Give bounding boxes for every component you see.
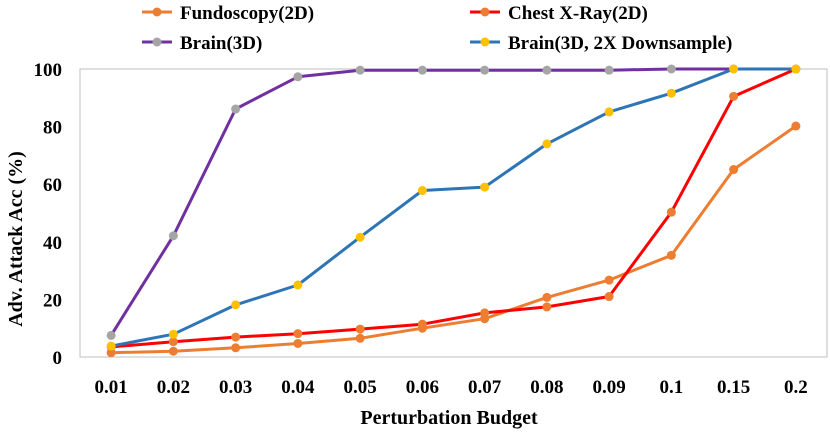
legend-swatch-marker (152, 37, 162, 47)
data-point-brain-3d-2x-downsample (293, 280, 303, 290)
data-point-brain-3d-2x-downsample (542, 139, 552, 149)
data-point-brain-3d (417, 65, 427, 75)
data-point-brain-3d (666, 64, 676, 74)
data-point-chest-x-ray-2d (417, 319, 427, 329)
y-axis-title: Adv. Attack Acc (%) (5, 151, 27, 327)
data-point-chest-x-ray-2d (604, 292, 614, 302)
data-point-fundoscopy-2d (791, 121, 801, 131)
data-point-brain-3d-2x-downsample (666, 88, 676, 98)
series-line-brain-3d-2x-downsample (109, 67, 798, 348)
data-point-brain-3d (293, 72, 303, 82)
data-point-brain-3d-2x-downsample (106, 341, 116, 351)
data-point-brain-3d-2x-downsample (168, 329, 178, 339)
data-point-chest-x-ray-2d (355, 324, 365, 334)
y-tick-label: 60 (43, 175, 62, 196)
y-tick-label: 40 (43, 233, 62, 254)
x-tick-label: 0.07 (468, 377, 502, 398)
x-tick-label: 0.2 (784, 377, 808, 398)
data-point-brain-3d-2x-downsample (480, 182, 490, 192)
x-tick-label: 0.1 (660, 377, 684, 398)
legend-swatch-marker (480, 37, 490, 47)
data-point-fundoscopy-2d (729, 165, 739, 175)
x-tick-label: 0.05 (344, 377, 377, 398)
y-axis-ticks: 0 20 40 60 80 100 (34, 60, 63, 369)
data-point-brain-3d (542, 65, 552, 75)
data-point-chest-x-ray-2d (666, 207, 676, 217)
series-group (106, 64, 801, 358)
legend-label: Brain(3D) (180, 33, 262, 54)
data-point-brain-3d (355, 65, 365, 75)
legend-label: Chest X-Ray(2D) (508, 3, 648, 24)
series-line-chest-x-ray-2d (109, 67, 798, 349)
data-point-fundoscopy-2d (355, 333, 365, 343)
x-axis-ticks: 0.01 0.02 0.03 0.04 0.05 0.06 0.07 0.08 0.09 0.1 0… (95, 377, 808, 398)
x-tick-label: 0.02 (157, 377, 190, 398)
data-point-fundoscopy-2d (231, 343, 241, 353)
data-point-brain-3d-2x-downsample (417, 186, 427, 196)
data-point-chest-x-ray-2d (480, 308, 490, 318)
data-point-fundoscopy-2d (542, 292, 552, 302)
series-line-brain-3d (109, 67, 798, 337)
y-tick-label: 20 (43, 290, 62, 311)
data-point-brain-3d-2x-downsample (791, 64, 801, 74)
x-tick-label: 0.08 (530, 377, 563, 398)
legend: Fundoscopy(2D) Chest X-Ray(2D) Brain(3D) Br… (142, 3, 732, 54)
legend-item-brain-3d: Brain(3D) (142, 33, 262, 54)
x-tick-label: 0.06 (406, 377, 439, 398)
data-point-brain-3d-2x-downsample (604, 107, 614, 117)
y-tick-label: 80 (43, 118, 62, 139)
data-point-brain-3d-2x-downsample (355, 232, 365, 242)
data-point-chest-x-ray-2d (729, 91, 739, 101)
x-tick-label: 0.03 (219, 377, 252, 398)
data-point-brain-3d (231, 104, 241, 114)
data-point-brain-3d (604, 65, 614, 75)
data-point-chest-x-ray-2d (231, 332, 241, 342)
data-point-fundoscopy-2d (666, 250, 676, 260)
y-tick-label: 100 (34, 60, 63, 81)
data-point-fundoscopy-2d (604, 275, 614, 285)
data-point-brain-3d (480, 65, 490, 75)
data-point-fundoscopy-2d (168, 346, 178, 356)
data-point-chest-x-ray-2d (542, 302, 552, 312)
data-point-chest-x-ray-2d (293, 329, 303, 339)
data-point-brain-3d-2x-downsample (729, 64, 739, 74)
x-tick-label: 0.09 (593, 377, 626, 398)
data-point-brain-3d (168, 231, 178, 241)
data-point-chest-x-ray-2d (168, 337, 178, 347)
y-tick-label: 0 (53, 348, 63, 369)
legend-swatch-marker (480, 7, 490, 17)
legend-item-brain-3d-2x-downsample: Brain(3D, 2X Downsample) (470, 33, 732, 54)
legend-item-fundoscopy-2d: Fundoscopy(2D) (142, 3, 314, 24)
data-point-fundoscopy-2d (293, 338, 303, 348)
x-axis-title: Perturbation Budget (360, 407, 538, 429)
x-tick-label: 0.04 (281, 377, 315, 398)
data-point-brain-3d-2x-downsample (231, 300, 241, 310)
series-line-fundoscopy-2d (109, 124, 798, 355)
plot-area-frame (79, 68, 828, 358)
legend-item-chest-x-ray-2d: Chest X-Ray(2D) (470, 3, 648, 24)
data-point-brain-3d (106, 330, 116, 340)
legend-label: Brain(3D, 2X Downsample) (508, 33, 732, 54)
legend-label: Fundoscopy(2D) (180, 3, 314, 24)
x-tick-label: 0.01 (95, 377, 128, 398)
legend-swatch-marker (152, 7, 162, 17)
x-tick-label: 0.15 (717, 377, 750, 398)
